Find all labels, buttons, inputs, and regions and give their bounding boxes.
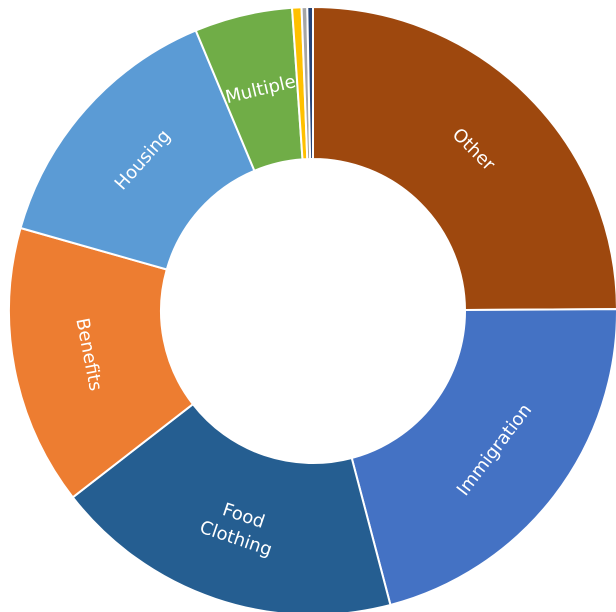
slice-1 bbox=[350, 308, 616, 607]
slice-3 bbox=[8, 226, 195, 499]
slices-group bbox=[8, 5, 616, 612]
slice-4 bbox=[19, 29, 256, 271]
slice-2 bbox=[71, 402, 392, 612]
slice-8 bbox=[306, 5, 314, 161]
slice-0 bbox=[312, 5, 616, 312]
